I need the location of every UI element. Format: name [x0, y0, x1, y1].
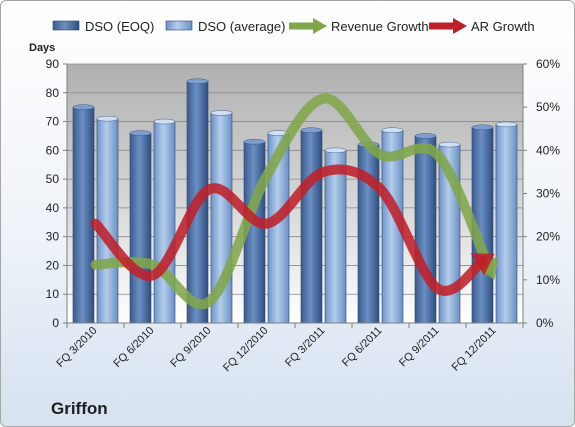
bar-cap — [300, 127, 323, 133]
left-tick-label: 60 — [46, 143, 60, 157]
legend-label: DSO (average) — [198, 19, 285, 34]
left-tick-label: 30 — [46, 230, 60, 244]
bar-dso-eoq — [414, 135, 437, 324]
line-ar-growth — [90, 164, 488, 296]
right-tick-label: 20% — [536, 230, 560, 244]
legend-label: AR Growth — [471, 19, 535, 34]
legend-swatch — [165, 20, 193, 31]
bar-cap — [186, 78, 209, 84]
bar-cap — [324, 147, 347, 154]
left-tick-label: 0 — [52, 316, 59, 330]
bar-cap — [96, 115, 119, 122]
bar-cap — [129, 130, 152, 136]
arrowhead-ar-growth — [470, 253, 495, 276]
bar-cap — [495, 121, 518, 128]
x-tick-label: FQ 9/2010 — [168, 325, 213, 370]
legend-label: Revenue Growth — [331, 19, 429, 34]
bar-cap — [72, 104, 95, 110]
bar-cap — [438, 141, 461, 148]
company-label: Griffon — [51, 399, 108, 418]
x-tick-label: FQ 12/2010 — [221, 325, 271, 375]
left-tick-label: 50 — [46, 172, 60, 186]
legend-swatch — [52, 20, 80, 31]
right-tick-label: 50% — [536, 100, 560, 114]
bar-dso-eoq — [129, 132, 152, 324]
bar-dso-eoq — [72, 106, 95, 324]
left-tick-label: 90 — [46, 57, 60, 71]
x-tick-label: FQ 6/2011 — [340, 325, 385, 370]
legend-arrowhead — [453, 18, 467, 34]
legend-label: DSO (EOQ) — [85, 19, 154, 34]
bar-cap — [471, 124, 494, 131]
bars-layer — [72, 78, 518, 324]
bar-dso-average — [153, 121, 176, 324]
left-tick-label: 10 — [46, 287, 60, 301]
right-tick-label: 0% — [536, 316, 554, 330]
bar-cap — [153, 118, 176, 125]
x-tick-label: FQ 3/2011 — [283, 325, 328, 370]
y-axis-title: Days — [29, 42, 55, 54]
bar-dso-eoq — [300, 129, 323, 324]
left-tick-label: 20 — [46, 258, 60, 272]
left-tick-label: 40 — [46, 201, 60, 215]
bar-dso-average — [495, 124, 518, 324]
right-tick-label: 10% — [536, 273, 560, 287]
bar-dso-average — [96, 118, 119, 324]
x-tick-label: FQ 12/2011 — [450, 325, 499, 374]
left-tick-label: 80 — [46, 86, 60, 100]
right-tick-label: 30% — [536, 187, 560, 201]
x-tick-label: FQ 6/2010 — [111, 325, 156, 370]
lines-layer — [90, 93, 499, 310]
bar-dso-average — [324, 150, 347, 324]
x-tick-label: FQ 9/2011 — [397, 325, 442, 370]
line-revenue-growth — [90, 93, 494, 310]
legend-arrowhead — [313, 18, 327, 34]
right-tick-label: 40% — [536, 143, 560, 157]
bar-cap — [210, 110, 233, 116]
bar-cap — [414, 133, 437, 139]
right-tick-label: 60% — [536, 57, 560, 71]
x-tick-label: FQ 3/2010 — [54, 325, 99, 370]
left-tick-label: 70 — [46, 115, 60, 129]
legend: DSO (EOQ) DSO (average) Revenue Growth AR G… — [52, 18, 535, 34]
bar-cap — [381, 127, 404, 133]
bar-cap — [243, 138, 266, 145]
